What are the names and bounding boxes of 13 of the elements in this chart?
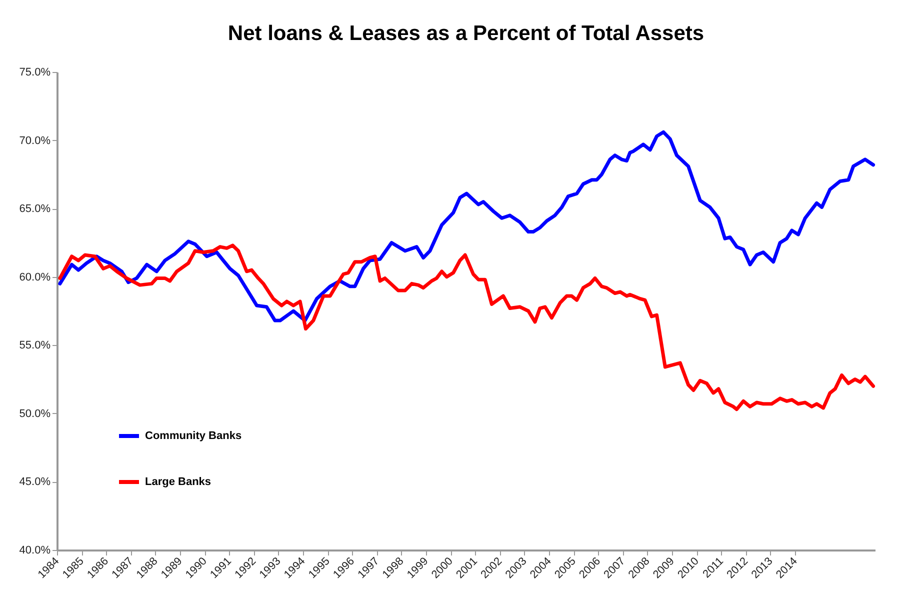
line-series	[58, 130, 876, 322]
y-tick-label: 70.0%	[19, 134, 51, 147]
y-tick-label: 65.0%	[19, 203, 51, 216]
y-tick-label: 40.0%	[19, 544, 51, 556]
chart-title: Net loans & Leases as a Percent of Total Assets	[228, 22, 704, 45]
legend-label: Community Banks	[145, 430, 242, 442]
y-tick-label: 75.0%	[19, 66, 51, 78]
y-tick-label: 45.0%	[19, 476, 51, 488]
line-series	[58, 244, 876, 412]
y-tick-label: 60.0%	[19, 271, 51, 284]
y-tick-label: 50.0%	[19, 408, 51, 420]
y-tick-label: 55.0%	[19, 340, 51, 352]
legend-label: Large Banks	[145, 476, 212, 488]
